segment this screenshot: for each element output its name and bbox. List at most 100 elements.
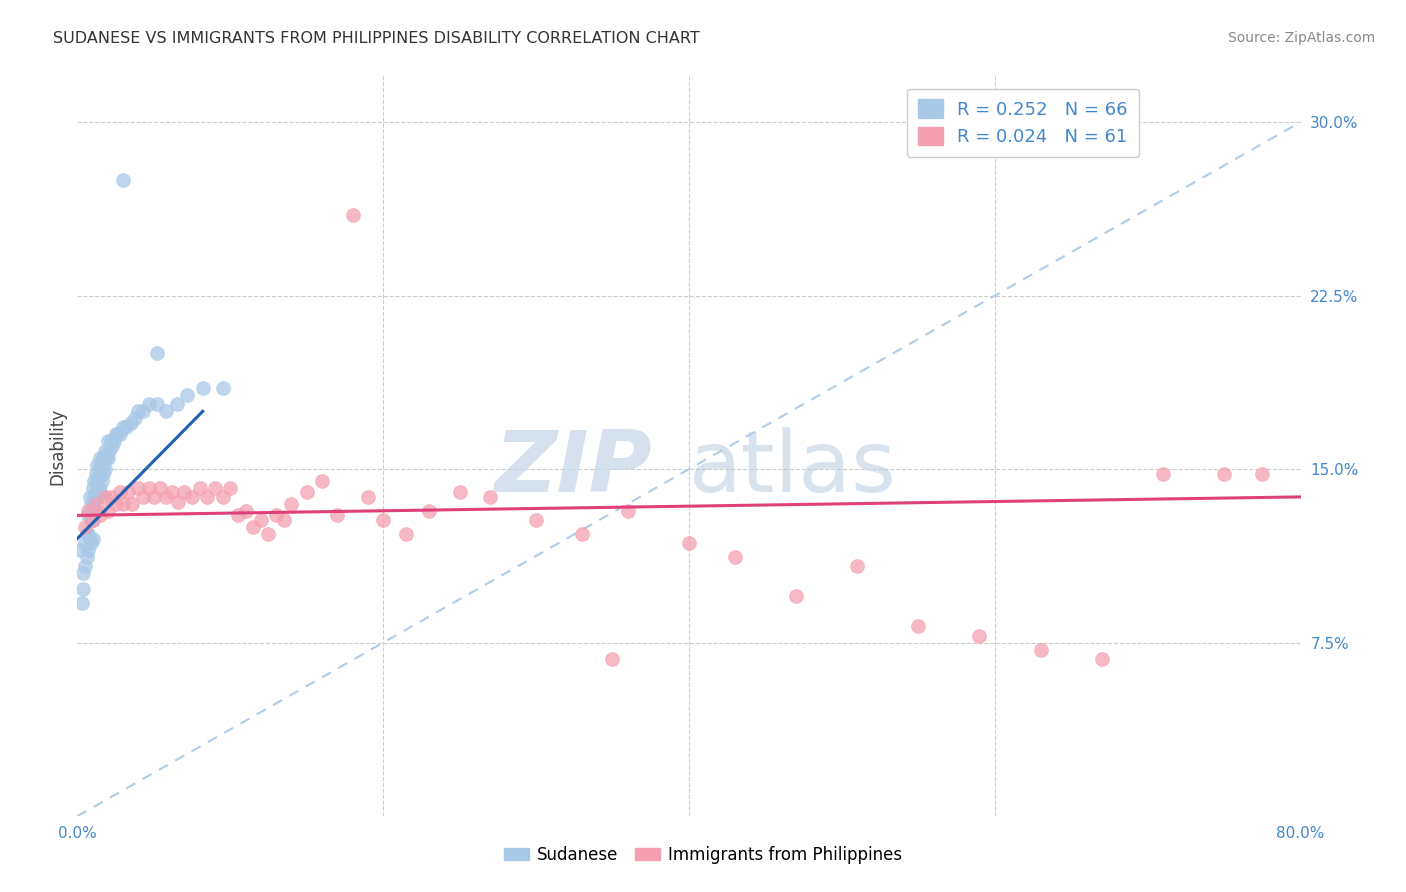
- Point: [89, 508, 111, 523]
- Point: [80, 536, 103, 550]
- Point: [97, 450, 120, 465]
- Point: [89, 485, 111, 500]
- Point: [84, 504, 107, 518]
- Point: [108, 485, 131, 500]
- Point: [226, 508, 249, 523]
- Point: [124, 411, 146, 425]
- Point: [89, 450, 111, 465]
- Point: [94, 462, 117, 476]
- Point: [132, 490, 155, 504]
- Point: [73, 536, 96, 550]
- Point: [138, 397, 160, 411]
- Point: [155, 490, 177, 504]
- Point: [112, 497, 135, 511]
- Point: [94, 443, 117, 458]
- Point: [90, 458, 112, 472]
- Point: [120, 416, 142, 430]
- Point: [1091, 652, 1114, 666]
- Text: SUDANESE VS IMMIGRANTS FROM PHILIPPINES DISABILITY CORRELATION CHART: SUDANESE VS IMMIGRANTS FROM PHILIPPINES …: [53, 31, 700, 46]
- Point: [295, 485, 318, 500]
- Point: [101, 439, 124, 453]
- Point: [219, 481, 242, 495]
- Legend: R = 0.252   N = 66, R = 0.024   N = 61: R = 0.252 N = 66, R = 0.024 N = 61: [907, 88, 1139, 157]
- Point: [87, 462, 110, 476]
- Point: [132, 404, 155, 418]
- Point: [82, 513, 104, 527]
- Point: [82, 481, 104, 495]
- Point: [82, 497, 104, 511]
- Point: [160, 485, 183, 500]
- Point: [80, 497, 103, 511]
- Point: [73, 520, 96, 534]
- Point: [479, 490, 502, 504]
- Point: [86, 490, 108, 504]
- Point: [108, 427, 131, 442]
- Point: [87, 481, 110, 495]
- Point: [90, 474, 112, 488]
- Point: [98, 443, 121, 458]
- Point: [82, 513, 104, 527]
- Point: [100, 490, 122, 504]
- Point: [1251, 467, 1274, 481]
- Y-axis label: Disability: Disability: [48, 408, 66, 484]
- Point: [115, 420, 138, 434]
- Point: [97, 434, 120, 449]
- Point: [167, 494, 190, 508]
- Point: [86, 458, 108, 472]
- Point: [195, 490, 218, 504]
- Point: [311, 474, 333, 488]
- Point: [181, 490, 204, 504]
- Point: [89, 467, 111, 481]
- Point: [371, 513, 394, 527]
- Point: [273, 513, 295, 527]
- Point: [76, 549, 98, 565]
- Point: [235, 504, 257, 518]
- Point: [76, 527, 98, 541]
- Point: [127, 481, 149, 495]
- Point: [80, 513, 103, 527]
- Point: [250, 513, 273, 527]
- Point: [524, 513, 547, 527]
- Point: [112, 173, 135, 187]
- Point: [204, 481, 226, 495]
- Point: [77, 543, 100, 558]
- Point: [571, 527, 593, 541]
- Point: [191, 381, 214, 395]
- Point: [188, 481, 211, 495]
- Point: [280, 497, 302, 511]
- Point: [84, 485, 107, 500]
- Point: [785, 590, 807, 604]
- Point: [1213, 467, 1236, 481]
- Point: [142, 490, 165, 504]
- Point: [146, 397, 169, 411]
- Point: [77, 527, 100, 541]
- Point: [342, 208, 364, 222]
- Legend: Sudanese, Immigrants from Philippines: Sudanese, Immigrants from Philippines: [496, 839, 910, 871]
- Point: [86, 474, 108, 488]
- Point: [357, 490, 380, 504]
- Text: Source: ZipAtlas.com: Source: ZipAtlas.com: [1227, 31, 1375, 45]
- Point: [724, 549, 747, 565]
- Point: [84, 497, 107, 511]
- Point: [104, 497, 127, 511]
- Point: [264, 508, 287, 523]
- Point: [242, 520, 264, 534]
- Point: [211, 381, 233, 395]
- Point: [69, 543, 91, 558]
- Point: [72, 582, 94, 597]
- Point: [127, 404, 149, 418]
- Point: [617, 504, 640, 518]
- Point: [211, 490, 233, 504]
- Point: [257, 527, 280, 541]
- Point: [97, 504, 120, 518]
- Point: [138, 481, 160, 495]
- Point: [395, 527, 418, 541]
- Point: [83, 490, 105, 504]
- Point: [166, 397, 188, 411]
- Point: [100, 434, 122, 449]
- Point: [907, 619, 929, 633]
- Point: [176, 388, 198, 402]
- Point: [94, 490, 117, 504]
- Point: [83, 508, 105, 523]
- Point: [73, 559, 96, 574]
